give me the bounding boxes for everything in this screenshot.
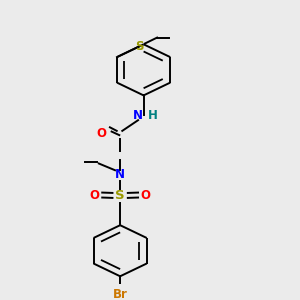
Text: N: N — [133, 109, 143, 122]
Text: O: O — [96, 127, 106, 140]
Text: S: S — [135, 40, 144, 52]
Text: N: N — [115, 168, 125, 181]
Text: S: S — [115, 189, 125, 202]
Text: Br: Br — [113, 288, 128, 300]
Text: O: O — [89, 189, 100, 202]
Text: O: O — [141, 189, 151, 202]
Text: H: H — [148, 109, 158, 122]
